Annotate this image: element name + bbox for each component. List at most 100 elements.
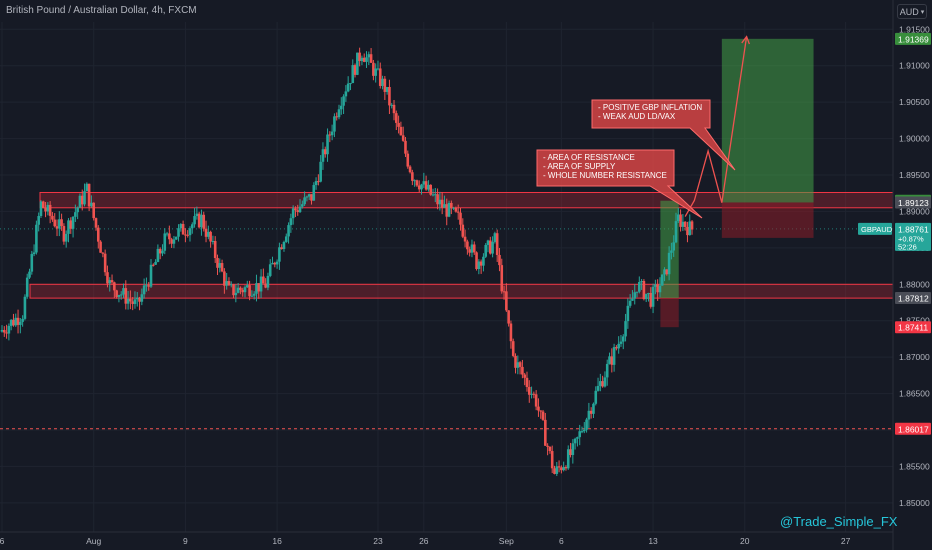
candle — [280, 244, 283, 250]
candle-body — [30, 254, 34, 272]
y-tick-label: 1.89500 — [899, 170, 930, 180]
candle-body — [548, 446, 552, 452]
candle — [489, 236, 492, 255]
candle-body — [55, 226, 59, 229]
annotation-callout[interactable]: - POSITIVE GBP INFLATION- WEAK AUD LD/VA… — [591, 99, 736, 171]
candle-body — [19, 321, 22, 325]
candle — [587, 402, 591, 428]
candle — [76, 206, 79, 220]
candle-body — [103, 253, 107, 273]
candle — [436, 188, 439, 210]
candle-body — [433, 194, 437, 196]
candle-body — [69, 220, 73, 229]
y-tick-label: 1.90500 — [899, 97, 930, 107]
candle-body — [376, 68, 380, 70]
candle — [225, 272, 228, 290]
candle — [369, 48, 373, 63]
candle-body — [78, 195, 82, 208]
candle-body — [323, 149, 327, 155]
candle-body — [241, 289, 245, 293]
candle — [644, 293, 648, 303]
candle-body — [654, 284, 657, 287]
candle-body — [612, 347, 616, 365]
candle-body — [594, 390, 598, 404]
candle-body — [498, 254, 501, 266]
y-tick-label: 1.90000 — [899, 134, 930, 144]
candle — [658, 277, 662, 298]
candle-body — [207, 231, 210, 237]
candle — [154, 259, 157, 265]
candle-body — [319, 161, 322, 182]
candle-body — [349, 83, 352, 85]
candle — [0, 325, 4, 333]
candle-body — [80, 195, 84, 205]
candle-body — [58, 219, 61, 229]
candle-body — [688, 221, 692, 236]
current-change-text: +0.87% — [898, 234, 924, 243]
candle-body — [23, 296, 27, 319]
candle-body — [635, 291, 639, 293]
candle — [527, 380, 531, 403]
candle-body — [408, 166, 412, 173]
candle — [170, 237, 173, 248]
candle — [204, 220, 208, 243]
candle — [498, 248, 501, 272]
candle-body — [527, 387, 531, 395]
candle-body — [243, 287, 247, 293]
candle — [532, 391, 536, 399]
candle-body — [365, 57, 368, 62]
candle — [651, 283, 655, 314]
time-axis[interactable]: 6 Aug 9 16 23 26 Sep 6 13 20 27 — [0, 531, 893, 546]
candle — [518, 361, 522, 375]
annotation-callout[interactable]: - AREA OF RESISTANCE- AREA OF SUPPLY- WH… — [536, 149, 703, 219]
candle — [470, 239, 474, 258]
candle — [617, 336, 620, 354]
candle-body — [152, 264, 155, 266]
price-label-tag: 1.86017 — [895, 422, 931, 435]
candle-body — [681, 221, 685, 227]
y-tick-label: 1.89000 — [899, 206, 930, 216]
candle — [495, 229, 499, 262]
candle-body — [342, 96, 345, 106]
price-label-bg — [895, 291, 931, 304]
candle — [147, 282, 151, 291]
candle-body — [470, 244, 474, 253]
price-axis[interactable]: 1.91500 1.91000 1.90500 1.90000 1.89500 1.890… — [858, 0, 931, 550]
candle-body — [181, 224, 185, 235]
grid-lines — [0, 22, 893, 532]
candle — [525, 371, 529, 392]
candle — [28, 268, 31, 279]
candle-body — [608, 356, 611, 364]
candle — [184, 228, 187, 243]
candle-body — [413, 180, 416, 182]
candle — [560, 465, 563, 474]
candle-body — [122, 288, 125, 295]
candle — [667, 246, 671, 281]
currency-selector[interactable]: AUD ▾ — [897, 4, 927, 19]
candle-body — [621, 336, 625, 342]
candle — [530, 386, 533, 399]
candle-body — [255, 283, 258, 294]
candle — [362, 53, 366, 63]
candle-body — [282, 241, 286, 249]
candle — [161, 244, 164, 257]
candle — [106, 265, 109, 288]
candle-body — [184, 234, 187, 236]
candle — [610, 348, 614, 373]
price-label-bg — [895, 196, 931, 209]
candle-body — [252, 293, 256, 296]
candle — [298, 199, 302, 213]
candle-body — [7, 325, 11, 334]
candle-body — [2, 329, 6, 333]
candle — [534, 390, 538, 411]
candle — [278, 242, 281, 270]
candle-body — [110, 280, 114, 283]
candle-body — [638, 281, 641, 292]
candle — [21, 315, 24, 327]
candle-body — [124, 288, 128, 304]
candle-body — [333, 116, 336, 132]
candle — [415, 179, 419, 187]
candle — [108, 277, 112, 292]
candle — [578, 424, 582, 446]
